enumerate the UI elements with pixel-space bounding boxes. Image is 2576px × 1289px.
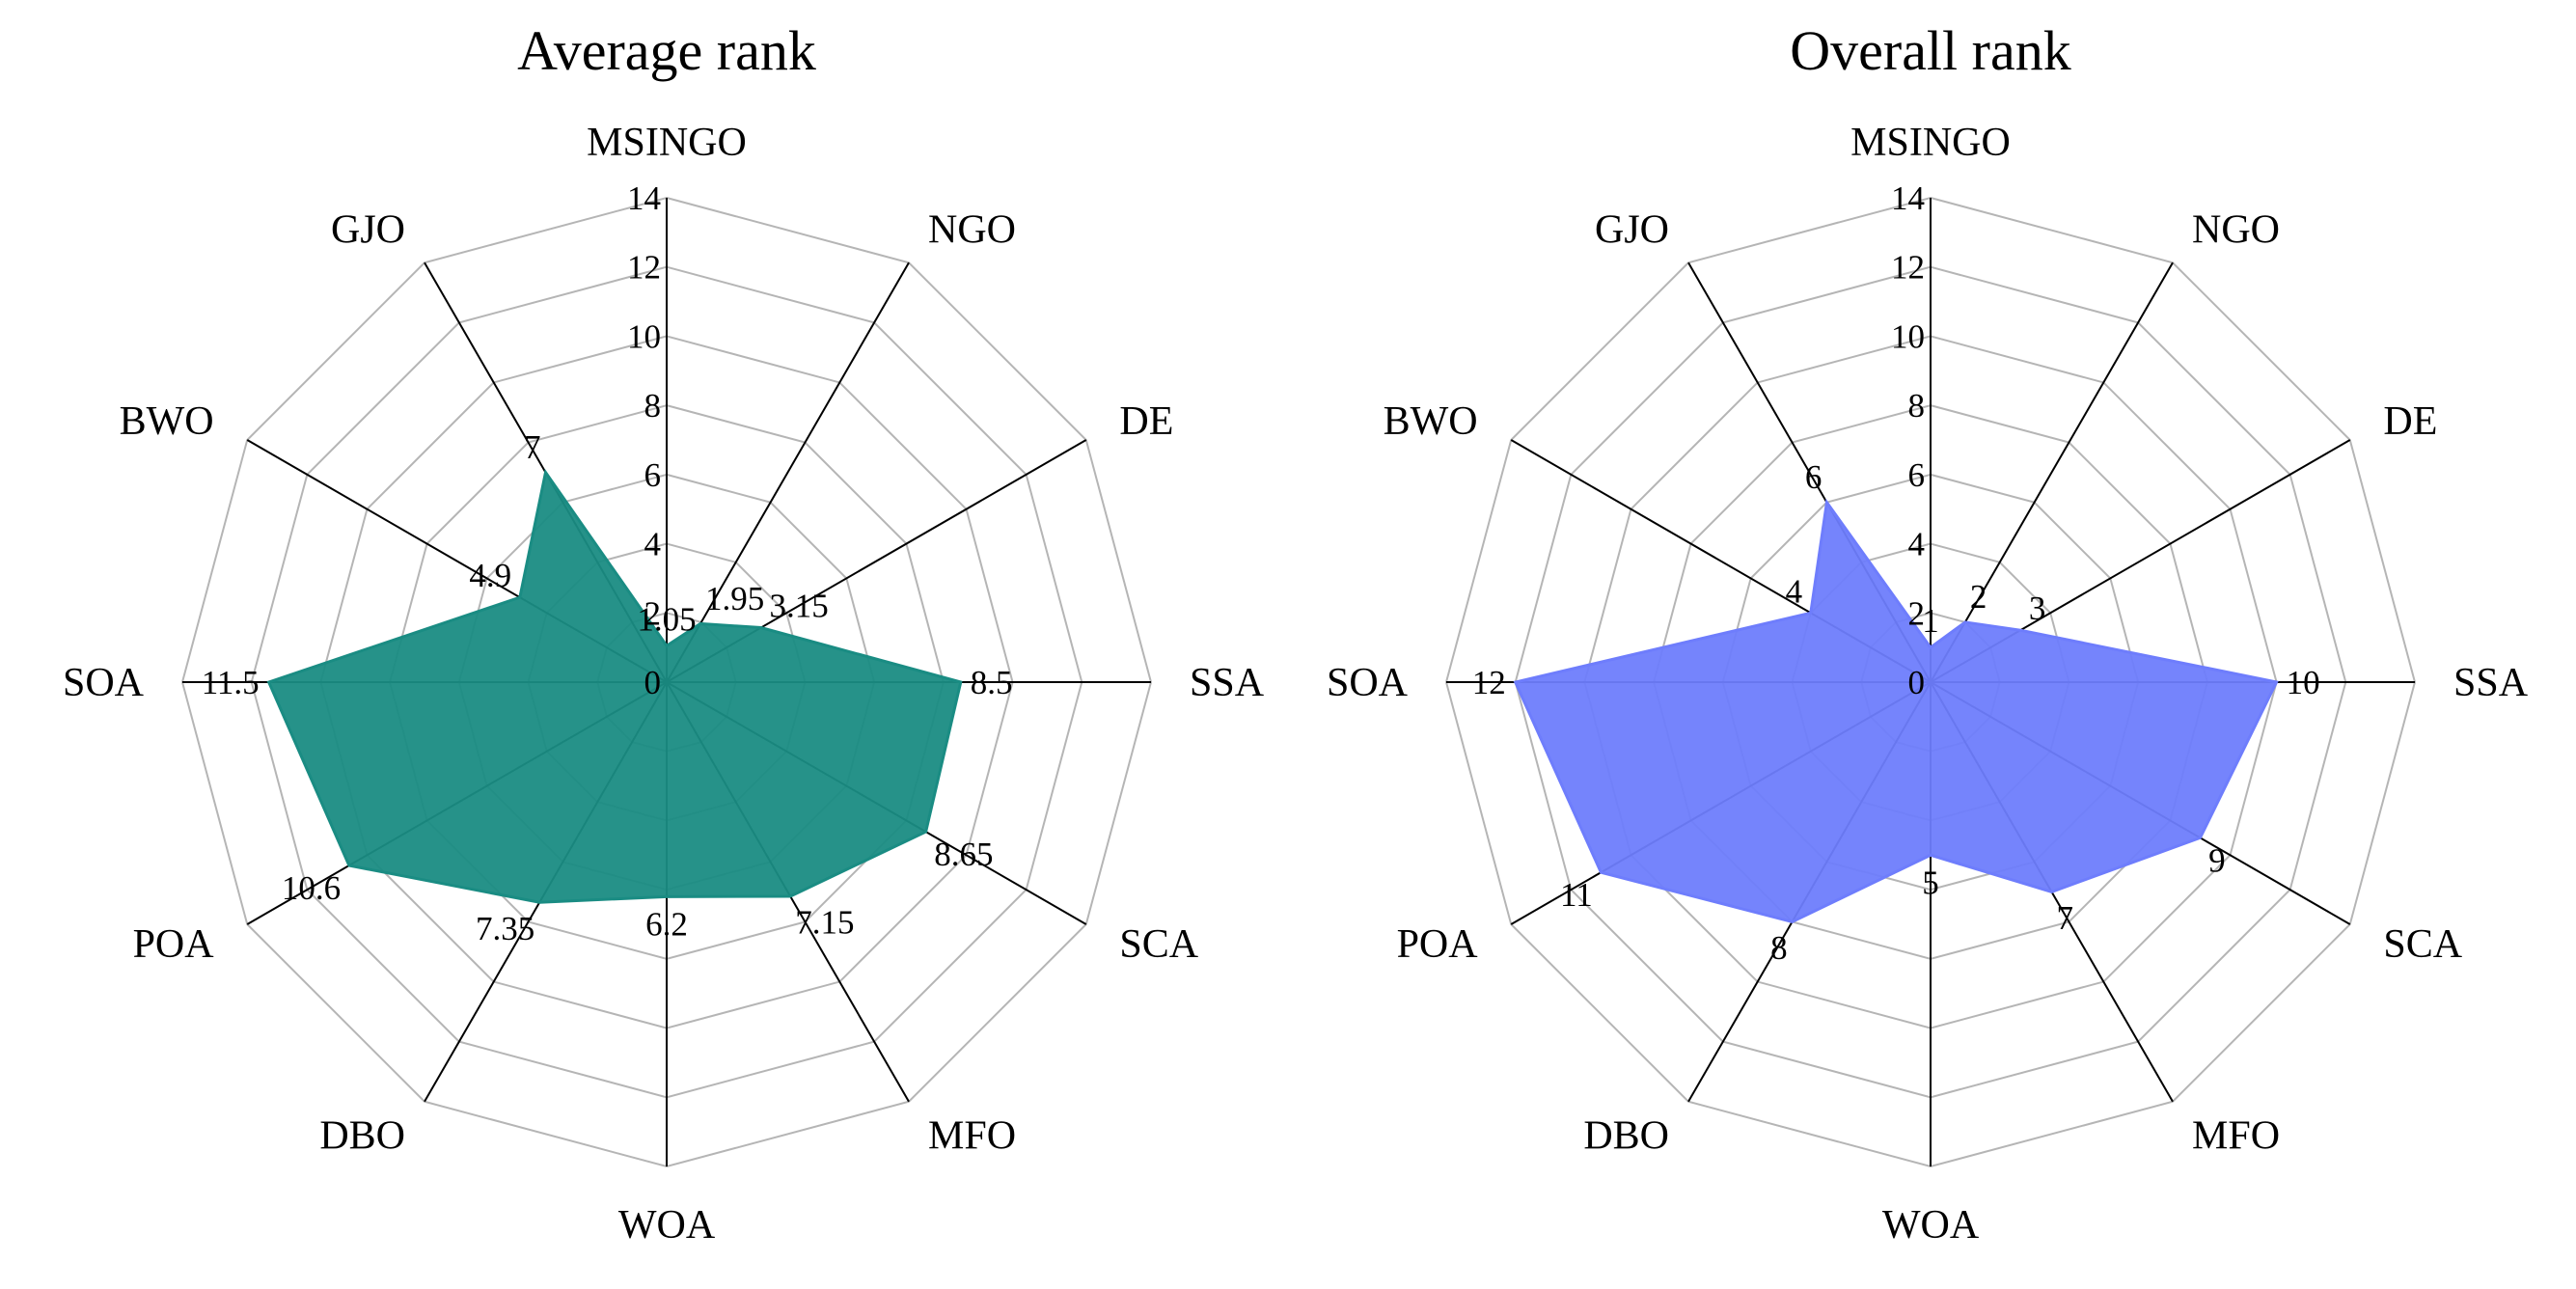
data-value-label: 3.15 <box>769 588 828 625</box>
data-area <box>266 468 963 904</box>
data-area <box>1513 498 2279 924</box>
r-tick-label: 8 <box>644 387 662 425</box>
data-value-label: 7.15 <box>795 904 854 942</box>
data-value-label: 11 <box>1560 876 1593 914</box>
category-label: MFO <box>2192 1113 2280 1158</box>
data-value-label: 3 <box>2029 590 2046 627</box>
data-value-label: 7.35 <box>476 910 534 947</box>
category-label: SCA <box>2383 922 2462 967</box>
data-value-label: 11.5 <box>202 664 260 701</box>
data-value-label: 4.9 <box>469 557 511 594</box>
data-value-label: 10.6 <box>282 869 341 907</box>
r-tick-label: 6 <box>1908 456 1926 494</box>
category-label: MSINGO <box>1850 121 2011 165</box>
chart-title: Average rank <box>517 19 816 82</box>
category-label: BWO <box>120 399 214 444</box>
data-value-label: 1.95 <box>705 580 764 617</box>
category-label: WOA <box>618 1203 716 1248</box>
data-value-label: 8.5 <box>971 664 1013 701</box>
r-tick-label: 2 <box>1908 594 1926 632</box>
r-tick-label: 10 <box>627 317 661 355</box>
data-value-label: 2 <box>1970 578 1987 616</box>
category-label: DE <box>1119 399 1173 444</box>
r-tick-label: 8 <box>1908 387 1926 425</box>
radar-chart-average-rank: Average rank 0 2 4 6 8 10 12 14 MSINGO NGO DE SSA SCA… <box>63 19 1265 1248</box>
category-label: NGO <box>2192 208 2280 253</box>
r-tick-label: 4 <box>1908 526 1926 563</box>
data-value-label: 9 <box>2208 841 2226 879</box>
r-tick-label: 2 <box>644 594 662 632</box>
category-label: POA <box>133 922 215 967</box>
category-label: SOA <box>1327 661 1409 705</box>
category-label: DE <box>2383 399 2437 444</box>
category-label: MFO <box>928 1113 1016 1158</box>
category-label: SSA <box>2453 661 2529 705</box>
category-label: GJO <box>331 208 405 253</box>
data-value-label: 6.2 <box>645 905 688 943</box>
data-value-label: 4 <box>1786 572 1803 610</box>
r-tick-label: 10 <box>1891 317 1925 355</box>
category-label: GJO <box>1595 208 1669 253</box>
axis-spoke <box>1930 261 2174 683</box>
category-label: DBO <box>1583 1113 1669 1158</box>
r-tick-label: 6 <box>644 456 662 494</box>
r-tick-label: 12 <box>627 249 661 287</box>
category-label: MSINGO <box>587 121 747 165</box>
data-value-label: 8 <box>1770 929 1788 967</box>
data-value-label: 1 <box>1922 602 1939 640</box>
category-label: WOA <box>1882 1203 1980 1248</box>
r-tick-label: 12 <box>1891 249 1925 287</box>
radar-chart-overall-rank: Overall rank02468101214MSINGONGODESSASCA… <box>1327 19 2529 1248</box>
category-label: DBO <box>319 1113 405 1158</box>
data-value-label: 10 <box>2287 664 2320 701</box>
category-label: BWO <box>1384 399 1478 444</box>
r-tick-label: 0 <box>1908 664 1926 701</box>
data-value-label: 12 <box>1472 664 1506 701</box>
category-label: POA <box>1397 922 1479 967</box>
data-value-label: 8.65 <box>934 836 993 873</box>
r-tick-label: 4 <box>644 526 662 563</box>
chart-title: Overall rank <box>1790 19 2070 82</box>
r-tick-label: 14 <box>1891 179 1925 217</box>
category-label: SOA <box>63 661 145 705</box>
data-value-label: 5 <box>1922 864 1939 901</box>
r-tick-label: 0 <box>644 664 662 701</box>
data-value-label: 7 <box>2057 899 2074 937</box>
category-label: SCA <box>1119 922 1198 967</box>
data-value-label: 6 <box>1805 458 1822 496</box>
data-value-label: 1.05 <box>637 600 696 638</box>
r-tick-label: 14 <box>627 179 661 217</box>
category-label: SSA <box>1190 661 1265 705</box>
axis-spoke <box>666 261 910 683</box>
category-label: NGO <box>928 208 1016 253</box>
data-value-label: 7 <box>524 428 541 466</box>
